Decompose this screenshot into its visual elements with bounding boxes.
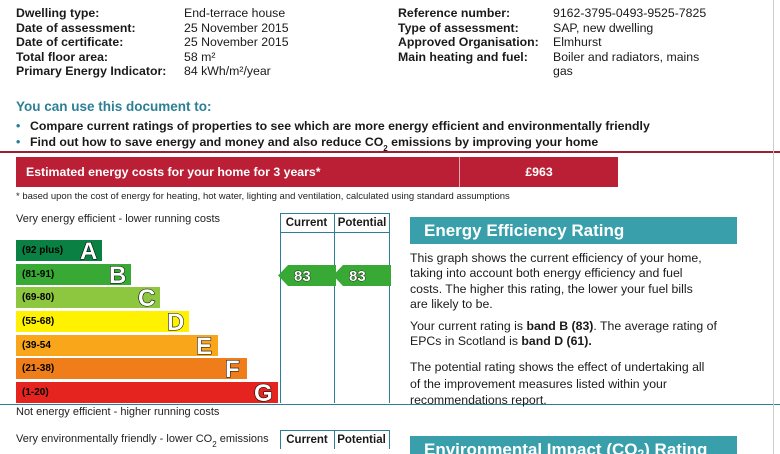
svg-text:C: C bbox=[138, 285, 155, 312]
svg-text:E: E bbox=[196, 333, 212, 360]
svg-text:D: D bbox=[167, 309, 184, 336]
svg-text:F: F bbox=[225, 356, 240, 383]
svg-text:83: 83 bbox=[349, 268, 366, 285]
svg-text:B: B bbox=[109, 262, 126, 289]
svg-text:A: A bbox=[80, 238, 97, 265]
svg-text:83: 83 bbox=[294, 268, 311, 285]
